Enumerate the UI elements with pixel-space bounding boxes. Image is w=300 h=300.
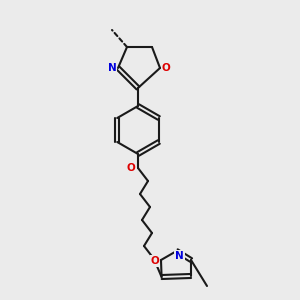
Text: N: N (108, 63, 116, 73)
Text: N: N (175, 251, 184, 261)
Text: O: O (162, 63, 170, 73)
Text: O: O (151, 256, 159, 266)
Text: O: O (127, 163, 135, 173)
